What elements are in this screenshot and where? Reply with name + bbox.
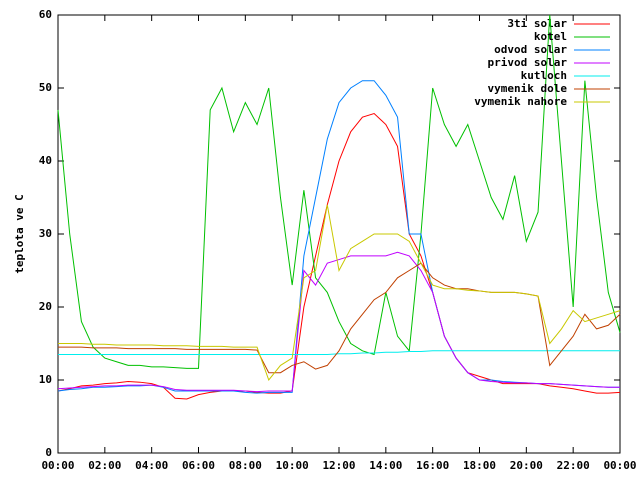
y-tick-label: 20 [39, 300, 52, 313]
x-tick-label: 16:00 [416, 459, 449, 472]
x-tick-label: 00:00 [603, 459, 636, 472]
x-tick-label: 04:00 [135, 459, 168, 472]
x-tick-label: 18:00 [463, 459, 496, 472]
x-tick-label: 20:00 [510, 459, 543, 472]
x-tick-label: 02:00 [88, 459, 121, 472]
legend-label: odvod solar [494, 43, 567, 56]
y-tick-label: 0 [45, 446, 52, 459]
legend-label: 3ti solar [507, 17, 567, 30]
x-tick-label: 08:00 [229, 459, 262, 472]
legend-label: kutloch [521, 69, 567, 82]
x-tick-label: 06:00 [182, 459, 215, 472]
x-tick-label: 00:00 [41, 459, 74, 472]
series-line [58, 350, 620, 355]
y-tick-label: 60 [39, 8, 52, 21]
series-line [58, 262, 621, 374]
legend-label: kotel [534, 30, 567, 43]
y-tick-label: 10 [39, 373, 52, 386]
y-tick-label: 50 [39, 81, 52, 94]
series-line [58, 204, 621, 382]
x-tick-label: 22:00 [557, 459, 590, 472]
x-tick-label: 10:00 [276, 459, 309, 472]
x-tick-label: 12:00 [322, 459, 355, 472]
series-line [57, 14, 621, 369]
y-axis-label: teplota ve C [13, 194, 26, 273]
series-line [57, 112, 621, 400]
legend-label: vymenik nahore [474, 95, 567, 108]
legend-label: vymenik dole [488, 82, 568, 95]
series-line [57, 251, 620, 393]
legend-label: privod solar [488, 56, 568, 69]
series-line [57, 80, 620, 394]
x-tick-label: 14:00 [369, 459, 402, 472]
y-tick-label: 30 [39, 227, 52, 240]
y-tick-label: 40 [39, 154, 52, 167]
